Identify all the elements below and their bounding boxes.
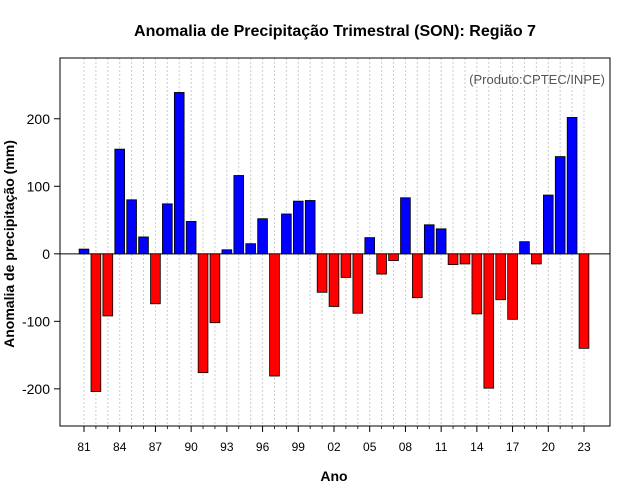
source-annotation: (Produto:CPTEC/INPE) [469, 72, 605, 87]
x-tick-label: 93 [220, 440, 234, 454]
chart-title: Anomalia de Precipitação Trimestral (SON… [134, 23, 536, 40]
bar-2017 [507, 253, 518, 320]
x-tick-label: 81 [77, 440, 91, 454]
bar-2020 [543, 194, 554, 255]
bar-1990 [185, 221, 197, 255]
x-tick-label: 08 [399, 440, 413, 454]
bar-1989 [173, 92, 185, 255]
y-tick-label: -100 [22, 313, 50, 329]
grid-lines [83, 58, 585, 426]
bar-2002 [328, 253, 340, 307]
x-tick-label: 90 [184, 440, 198, 454]
bar-2010 [423, 224, 435, 255]
y-tick-label: 0 [42, 246, 50, 262]
bar-2012 [447, 253, 459, 266]
bar-1998 [281, 213, 292, 255]
bar-2004 [352, 253, 364, 314]
y-tick-label: -200 [22, 381, 50, 397]
bar-2016 [495, 253, 506, 301]
bar-2007 [388, 253, 399, 261]
bar-2021 [554, 156, 566, 255]
bar-2018 [519, 241, 530, 255]
plot-frame [59, 57, 611, 427]
bars [78, 92, 590, 392]
bar-1988 [162, 203, 173, 255]
bar-2009 [412, 253, 423, 299]
bar-2003 [340, 253, 352, 278]
bar-1993 [221, 249, 233, 255]
x-axis-label: Ano [320, 468, 347, 484]
bar-1986 [138, 236, 149, 255]
bar-1987 [150, 253, 161, 305]
bar-2011 [435, 228, 447, 255]
bar-2015 [483, 253, 495, 389]
bar-1981 [78, 248, 90, 255]
bar-1984 [114, 148, 125, 255]
bar-2013 [459, 253, 471, 265]
bar-2019 [531, 253, 542, 265]
y-axis: -200 -100 0 100 200 [22, 111, 60, 397]
bar-2001 [316, 253, 328, 293]
x-tick-label: 20 [542, 440, 556, 454]
x-tick-label: 84 [113, 440, 127, 454]
x-axis: 81 84 87 90 93 96 99 02 05 08 11 14 17 20 23 [77, 426, 591, 454]
bar-2006 [376, 253, 387, 275]
x-tick-label: 96 [256, 440, 270, 454]
bar-1985 [126, 199, 137, 255]
y-tick-label: 100 [27, 178, 51, 194]
bar-1983 [102, 253, 114, 317]
bar-1991 [197, 253, 209, 374]
bar-1994 [233, 175, 245, 255]
x-tick-label: 11 [435, 440, 448, 454]
bar-2014 [471, 253, 483, 315]
y-axis-label: Anomalia de precipitação (mm) [1, 140, 17, 348]
bar-2000 [304, 200, 316, 255]
bar-1999 [293, 200, 304, 255]
bar-1997 [269, 253, 280, 377]
bar-1982 [90, 253, 102, 392]
bar-1995 [245, 243, 256, 255]
bar-2022 [566, 117, 578, 255]
bar-2023 [578, 253, 590, 349]
bar-2005 [364, 237, 375, 255]
x-tick-label: 17 [506, 440, 520, 454]
x-tick-label: 99 [292, 440, 306, 454]
x-tick-label: 14 [470, 440, 484, 454]
bar-1992 [209, 253, 221, 324]
x-tick-label: 23 [577, 440, 591, 454]
bar-1996 [257, 218, 268, 255]
x-tick-label: 05 [363, 440, 377, 454]
x-tick-label: 02 [327, 440, 341, 454]
y-tick-label: 200 [27, 111, 51, 127]
bar-2008 [400, 197, 411, 255]
x-tick-label: 87 [149, 440, 163, 454]
